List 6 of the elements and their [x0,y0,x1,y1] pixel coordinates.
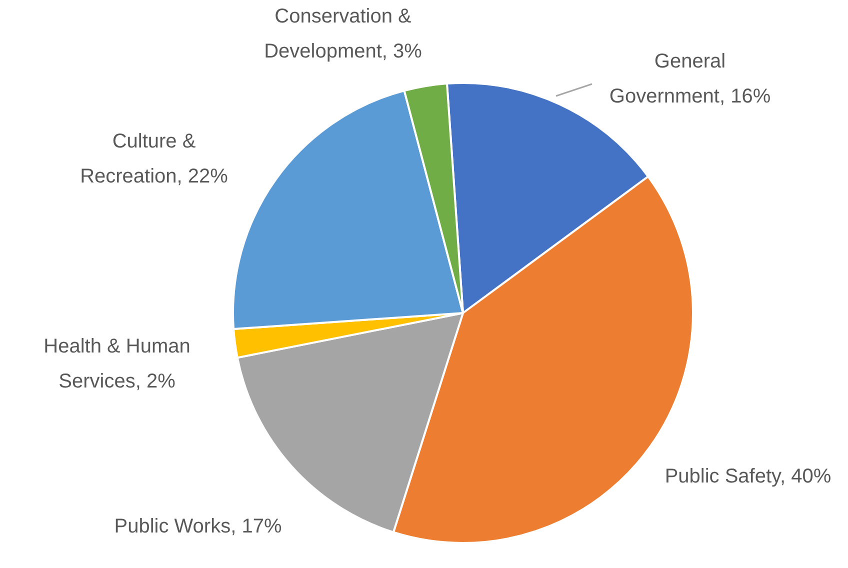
slice-label: Public Safety, 40% [664,466,832,488]
slice-label: General Government, 16% [609,50,771,108]
slice-label: Health & Human Services, 2% [44,336,190,393]
slice-label: Public Works, 17% [114,516,282,538]
slice-label: Conservation & Development, 3% [264,6,422,63]
slice-label: Culture & Recreation, 22% [80,130,228,188]
